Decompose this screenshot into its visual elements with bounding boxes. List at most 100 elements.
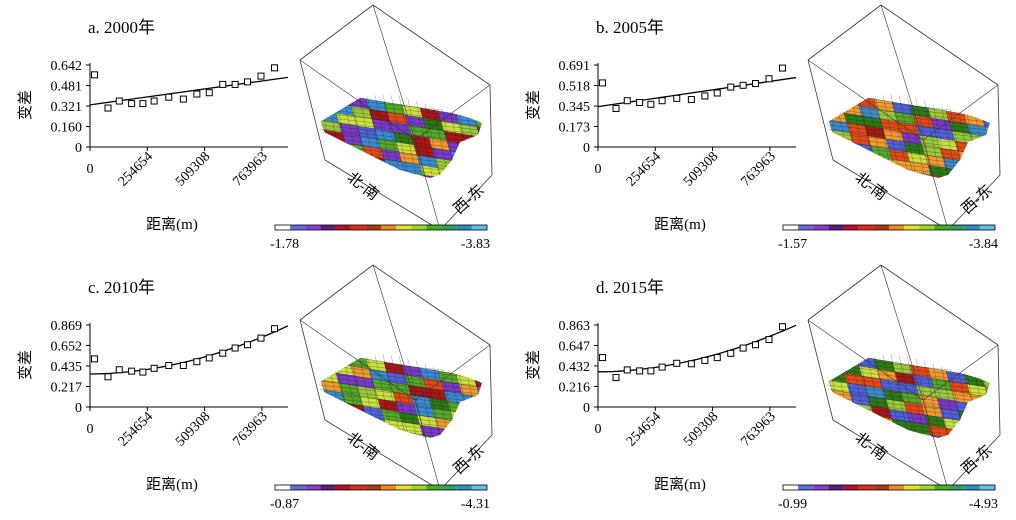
data-point bbox=[219, 80, 227, 88]
data-point bbox=[165, 361, 173, 369]
mesh-line bbox=[405, 354, 427, 438]
mesh-line bbox=[826, 114, 990, 136]
data-point bbox=[658, 97, 666, 105]
mesh-line bbox=[381, 94, 403, 178]
mesh-line bbox=[397, 354, 419, 438]
mesh-line bbox=[826, 126, 990, 148]
colorbar-segment bbox=[979, 225, 995, 230]
surface-cell bbox=[464, 143, 482, 158]
box-edge bbox=[489, 84, 493, 176]
data-point bbox=[765, 336, 773, 344]
panel-c-svg: c. 2010年 0 0.217 0.435 0.652 0.869 0 254654 5093… bbox=[17, 264, 493, 512]
data-point bbox=[599, 354, 606, 362]
colorbar-segment bbox=[843, 225, 859, 230]
colorbar-frame bbox=[274, 484, 488, 491]
mesh-line bbox=[826, 118, 990, 140]
box-edge bbox=[997, 84, 1001, 176]
data-point bbox=[636, 98, 644, 106]
colorbar-segment bbox=[964, 485, 980, 490]
x-tick-label: 509308 bbox=[173, 149, 213, 189]
mesh-line bbox=[897, 354, 919, 438]
surface-cell bbox=[948, 437, 972, 438]
surface-cell bbox=[486, 157, 508, 170]
box-edge bbox=[414, 399, 441, 491]
surface-cell bbox=[440, 177, 464, 178]
surface-mesh bbox=[318, 94, 508, 178]
box-edge bbox=[299, 4, 374, 61]
mesh-line bbox=[905, 354, 927, 438]
y-axis-label: 变差 bbox=[525, 90, 542, 120]
colorbar-segment bbox=[290, 485, 306, 490]
mesh-line bbox=[318, 378, 482, 400]
mesh-line bbox=[318, 114, 482, 136]
data-point bbox=[271, 325, 278, 333]
surface-cell bbox=[948, 177, 972, 178]
colorbar-frame bbox=[274, 224, 488, 231]
y-axis-label: 变差 bbox=[17, 350, 34, 380]
colorbar-segment bbox=[904, 225, 920, 230]
x-tick-label: 0 bbox=[87, 162, 94, 177]
mesh-line bbox=[318, 382, 482, 404]
colorbar-segment bbox=[411, 225, 427, 230]
surface-cell bbox=[826, 354, 843, 364]
colorbar-segment bbox=[275, 225, 291, 230]
surface-cell bbox=[329, 149, 353, 164]
mesh-line bbox=[826, 426, 990, 438]
box-edge bbox=[439, 434, 493, 491]
mesh-line bbox=[826, 174, 990, 178]
data-point bbox=[193, 90, 201, 98]
panel-b: b. 2005年 0 0.173 0.345 0.518 0.691 0 254654 5093… bbox=[508, 0, 1016, 260]
mesh-line bbox=[318, 166, 482, 178]
surface-cell bbox=[368, 425, 392, 438]
surface-cell bbox=[1000, 177, 1016, 190]
surface-cell bbox=[972, 143, 990, 158]
box-edge bbox=[807, 319, 834, 421]
data-point bbox=[752, 341, 759, 349]
mesh-line bbox=[826, 170, 990, 178]
colorbar-min-label: -1.78 bbox=[270, 237, 299, 252]
surface-cell bbox=[1006, 197, 1016, 210]
mesh-line bbox=[921, 354, 943, 438]
box-edge bbox=[324, 419, 441, 491]
y-tick-label: 0 bbox=[583, 141, 590, 156]
box-edge bbox=[414, 344, 491, 401]
colorbar-min-label: -0.99 bbox=[778, 497, 807, 512]
colorbar-max-label: -3.83 bbox=[461, 237, 490, 252]
data-point bbox=[115, 366, 123, 374]
surface-plot-3d bbox=[299, 4, 508, 231]
colorbar-segment bbox=[275, 485, 291, 490]
fit-curve bbox=[598, 324, 797, 373]
mesh-line bbox=[318, 174, 482, 178]
colorbar-segment bbox=[396, 225, 412, 230]
y-tick-label: 0.345 bbox=[559, 100, 591, 115]
box-edge bbox=[880, 264, 924, 401]
data-point bbox=[179, 95, 187, 103]
surface-cell bbox=[837, 94, 861, 107]
box-edge bbox=[922, 344, 999, 401]
colorbar-segment bbox=[335, 485, 351, 490]
box-edge bbox=[299, 264, 374, 321]
mesh-line bbox=[826, 354, 839, 438]
surface-cell bbox=[994, 157, 1016, 170]
surface-cell bbox=[461, 393, 482, 408]
colorbar-segment bbox=[889, 485, 905, 490]
x-axis-label: 距离(m) bbox=[654, 216, 706, 233]
mesh-line bbox=[381, 354, 403, 438]
colorbar-segment bbox=[365, 225, 381, 230]
mesh-line bbox=[318, 170, 482, 178]
colorbar-segment bbox=[381, 485, 397, 490]
surface-cell bbox=[483, 147, 505, 160]
colorbar-segment bbox=[320, 225, 336, 230]
colorbar-segment bbox=[873, 225, 889, 230]
data-point bbox=[104, 104, 112, 112]
y-tick-label: 0.432 bbox=[559, 360, 591, 375]
x-tick-label: 254654 bbox=[624, 149, 664, 189]
y-axis-label: 变差 bbox=[525, 350, 542, 380]
colorbar-segment bbox=[456, 485, 472, 490]
colorbar-segment bbox=[456, 225, 472, 230]
direction-label-ns: 北-南 bbox=[852, 169, 890, 204]
colorbar-segment bbox=[783, 485, 799, 490]
surface-cell bbox=[826, 94, 843, 104]
colorbar-segment bbox=[858, 485, 874, 490]
colorbar-segment bbox=[320, 485, 336, 490]
